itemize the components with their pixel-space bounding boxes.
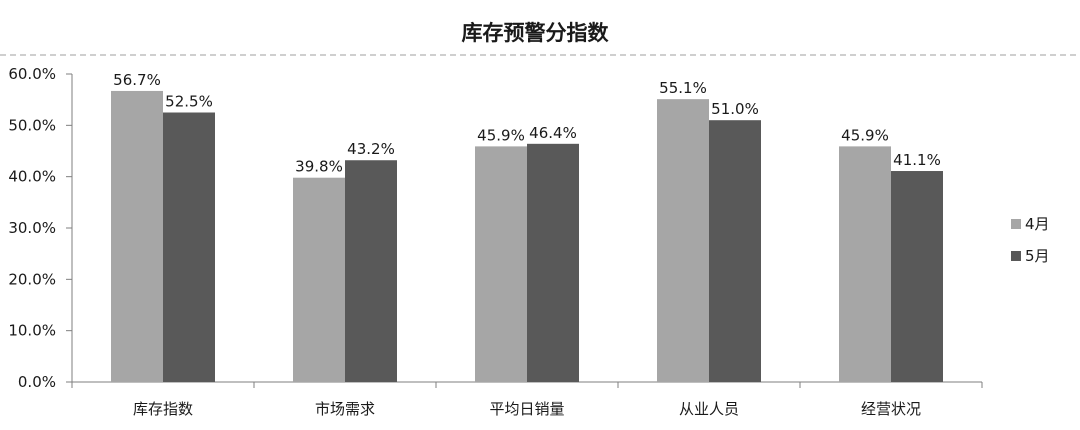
data-label: 45.9%: [841, 126, 889, 144]
bar: [657, 99, 709, 383]
y-tick-label: 10.0%: [8, 322, 56, 340]
data-labels: 56.7%52.5%39.8%43.2%45.9% 46.4%55.1%51.0%…: [113, 71, 941, 176]
legend-swatch: [1011, 219, 1021, 229]
y-tick-label: 0.0%: [18, 373, 56, 391]
y-tick-label: 30.0%: [8, 219, 56, 237]
bar: [839, 146, 891, 382]
x-axis: 库存指数 市场需求 平均日销量 从业人员 经营状况: [71, 381, 983, 418]
data-label: 39.8%: [295, 158, 343, 176]
data-label: 55.1%: [659, 79, 707, 97]
data-label: 51.0%: [711, 100, 759, 118]
data-label: 46.4%: [529, 124, 577, 142]
category-label: 市场需求: [315, 400, 375, 418]
bar: [891, 171, 943, 382]
y-tick-label: 40.0%: [8, 168, 56, 186]
legend-label: 4月: [1025, 215, 1050, 233]
bar: [163, 112, 215, 382]
category-label: 库存指数: [133, 400, 193, 418]
data-label: 52.5%: [165, 93, 213, 111]
category-label: 经营状况: [861, 400, 921, 418]
legend: 4月 5月: [1011, 215, 1050, 265]
category-label: 从业人员: [679, 400, 739, 418]
y-tick-label: 60.0%: [8, 65, 56, 83]
data-label: 41.1%: [893, 151, 941, 169]
bar: [293, 177, 345, 382]
bar: [345, 160, 397, 382]
data-label: 45.9%: [477, 126, 525, 144]
chart-title: 库存预警分指数: [462, 21, 610, 45]
legend-swatch: [1011, 251, 1021, 261]
bars: [111, 90, 943, 383]
y-tick-label: 20.0%: [8, 270, 56, 288]
data-label: 43.2%: [347, 140, 395, 158]
category-label: 平均日销量: [489, 400, 564, 418]
bar: [527, 143, 579, 382]
data-label: 56.7%: [113, 71, 161, 89]
bar: [709, 120, 761, 382]
y-axis: 0.0% 10.0% 20.0% 30.0% 40.0% 50.0% 60.0%: [8, 65, 73, 391]
bar: [111, 90, 163, 382]
bar: [475, 146, 527, 382]
legend-label: 5月: [1025, 247, 1050, 265]
y-tick-label: 50.0%: [8, 116, 56, 134]
